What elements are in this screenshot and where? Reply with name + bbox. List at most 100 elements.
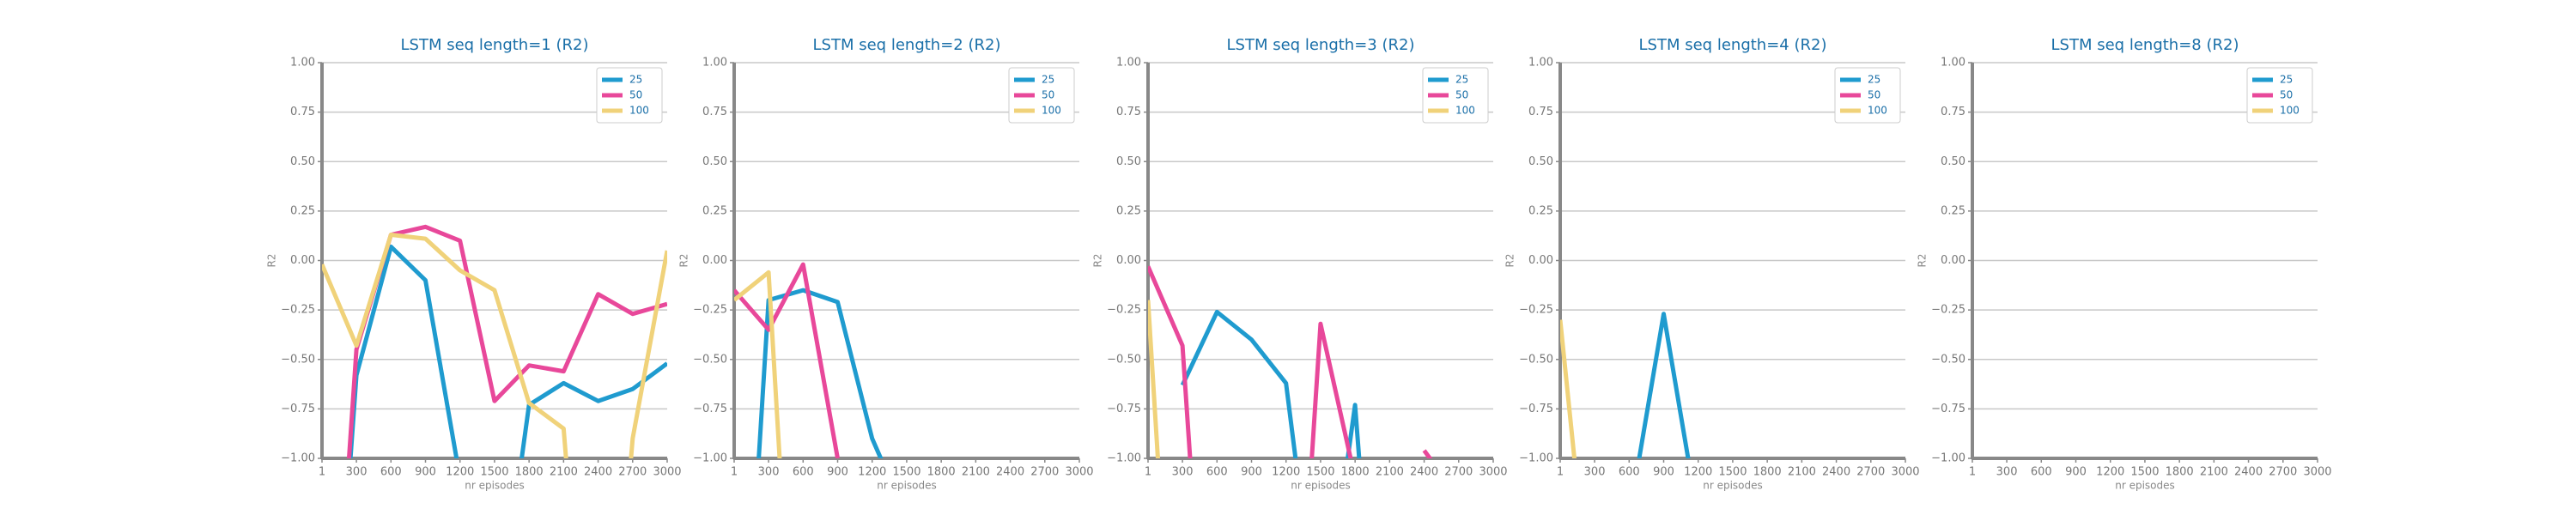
y-tick-label: 0.75 [290,106,315,118]
x-axis-label: nr episodes [465,480,525,492]
y-tick-label: 0.00 [1941,254,1965,267]
chart-title: LSTM seq length=4 (R2) [1639,36,1827,54]
x-tick-label: 300 [346,466,368,479]
x-tick-label: 1500 [892,466,920,479]
line-series [1637,312,1691,458]
x-tick-label: 1200 [1272,466,1300,479]
x-tick-label: 900 [415,466,436,479]
x-tick-label: 600 [1619,466,1640,479]
x-tick-label: 1800 [515,466,544,479]
y-tick-label: 0.75 [1528,106,1553,118]
y-tick-label: 0.25 [1941,204,1965,217]
x-tick-label: 1500 [1718,466,1747,479]
y-tick-label: −0.50 [1107,353,1141,366]
x-tick-label: 1800 [2166,466,2194,479]
y-tick-label: 0.25 [290,204,315,217]
y-axis-label: R2 [1092,254,1104,268]
x-tick-label: 2700 [1856,466,1885,479]
y-tick-label: −1.00 [1107,452,1141,465]
subplot: −1.00 −0.75 −0.50 −0.25 0.00 0.25 0.50 0.75 1.00… [1917,36,2332,492]
x-tick-label: 2700 [1030,466,1059,479]
legend-label: 50 [1455,89,1468,101]
legend-label: 25 [2280,74,2293,86]
x-tick-label: 1500 [1306,466,1334,479]
legend-label: 25 [1455,74,1468,86]
line-series [1148,300,1160,458]
x-tick-label: 1 [1969,466,1976,479]
y-tick-label: −0.75 [693,403,727,415]
y-tick-label: −0.25 [1931,304,1965,317]
y-tick-label: −0.25 [1107,304,1141,317]
x-tick-label: 900 [1653,466,1674,479]
subplot: −1.00 −0.75 −0.50 −0.25 0.00 0.25 0.50 0.75 1.00… [1092,36,1508,492]
y-tick-label: −0.25 [1519,304,1553,317]
y-tick-label: 0.75 [702,106,727,118]
x-tick-label: 2700 [618,466,647,479]
x-tick-label: 2100 [2200,466,2228,479]
x-tick-label: 1500 [2130,466,2159,479]
x-tick-label: 1 [319,466,325,479]
legend-label: 50 [629,89,642,101]
legend-label: 100 [629,105,649,117]
x-tick-label: 300 [1172,466,1194,479]
y-tick-label: −0.75 [1519,403,1553,415]
x-tick-label: 3000 [1065,466,1093,479]
y-axis-label: R2 [266,254,278,268]
x-tick-label: 600 [793,466,814,479]
x-tick-label: 2100 [550,466,578,479]
line-series [734,270,782,458]
legend-label: 25 [629,74,642,86]
y-tick-label: −0.50 [1519,353,1553,366]
x-tick-label: 900 [827,466,848,479]
y-tick-label: 0.00 [1528,254,1553,267]
x-axis-label: nr episodes [1291,480,1351,492]
legend-label: 50 [1042,89,1054,101]
x-tick-label: 1800 [1753,466,1782,479]
x-tick-label: 300 [758,466,780,479]
y-tick-label: −1.00 [1931,452,1965,465]
y-tick-label: −0.75 [281,403,315,415]
y-tick-label: −0.50 [1931,353,1965,366]
line-series [734,262,840,458]
legend-label: 50 [1868,89,1880,101]
x-tick-label: 2700 [2269,466,2297,479]
y-tick-label: 1.00 [702,57,727,70]
y-tick-label: 1.00 [1528,57,1553,70]
x-tick-label: 300 [1584,466,1606,479]
y-tick-label: −0.25 [281,304,315,317]
x-axis-label: nr episodes [1703,480,1763,492]
y-tick-label: −0.50 [281,353,315,366]
y-axis-label: R2 [1504,254,1516,268]
x-tick-label: 2400 [584,466,612,479]
y-tick-label: 0.00 [702,254,727,267]
chart-title: LSTM seq length=8 (R2) [2051,36,2239,54]
x-tick-label: 900 [1241,466,1262,479]
line-series [348,244,667,458]
y-tick-label: 0.50 [1116,155,1141,168]
chart-title: LSTM seq length=2 (R2) [813,36,1001,54]
y-tick-label: −1.00 [281,452,315,465]
legend-label: 100 [1042,105,1061,117]
x-tick-label: 1 [1145,466,1151,479]
y-tick-label: 0.25 [1116,204,1141,217]
x-tick-label: 1800 [927,466,956,479]
legend-label: 50 [2280,89,2293,101]
line-series [1560,319,1577,458]
x-tick-label: 2100 [962,466,990,479]
line-series [1148,265,1433,458]
y-tick-label: 0.75 [1941,106,1965,118]
x-tick-label: 2400 [2234,466,2263,479]
y-tick-label: 0.25 [1528,204,1553,217]
x-axis-label: nr episodes [877,480,937,492]
x-tick-label: 1200 [858,466,886,479]
x-tick-label: 1 [1557,466,1564,479]
line-series [322,233,667,458]
x-tick-label: 3000 [1479,466,1507,479]
x-tick-label: 1200 [2096,466,2124,479]
y-tick-label: 0.50 [1528,155,1553,168]
x-tick-label: 300 [1996,466,2018,479]
legend-label: 100 [2280,105,2300,117]
x-axis-label: nr episodes [2115,480,2175,492]
y-tick-label: −0.25 [693,304,727,317]
